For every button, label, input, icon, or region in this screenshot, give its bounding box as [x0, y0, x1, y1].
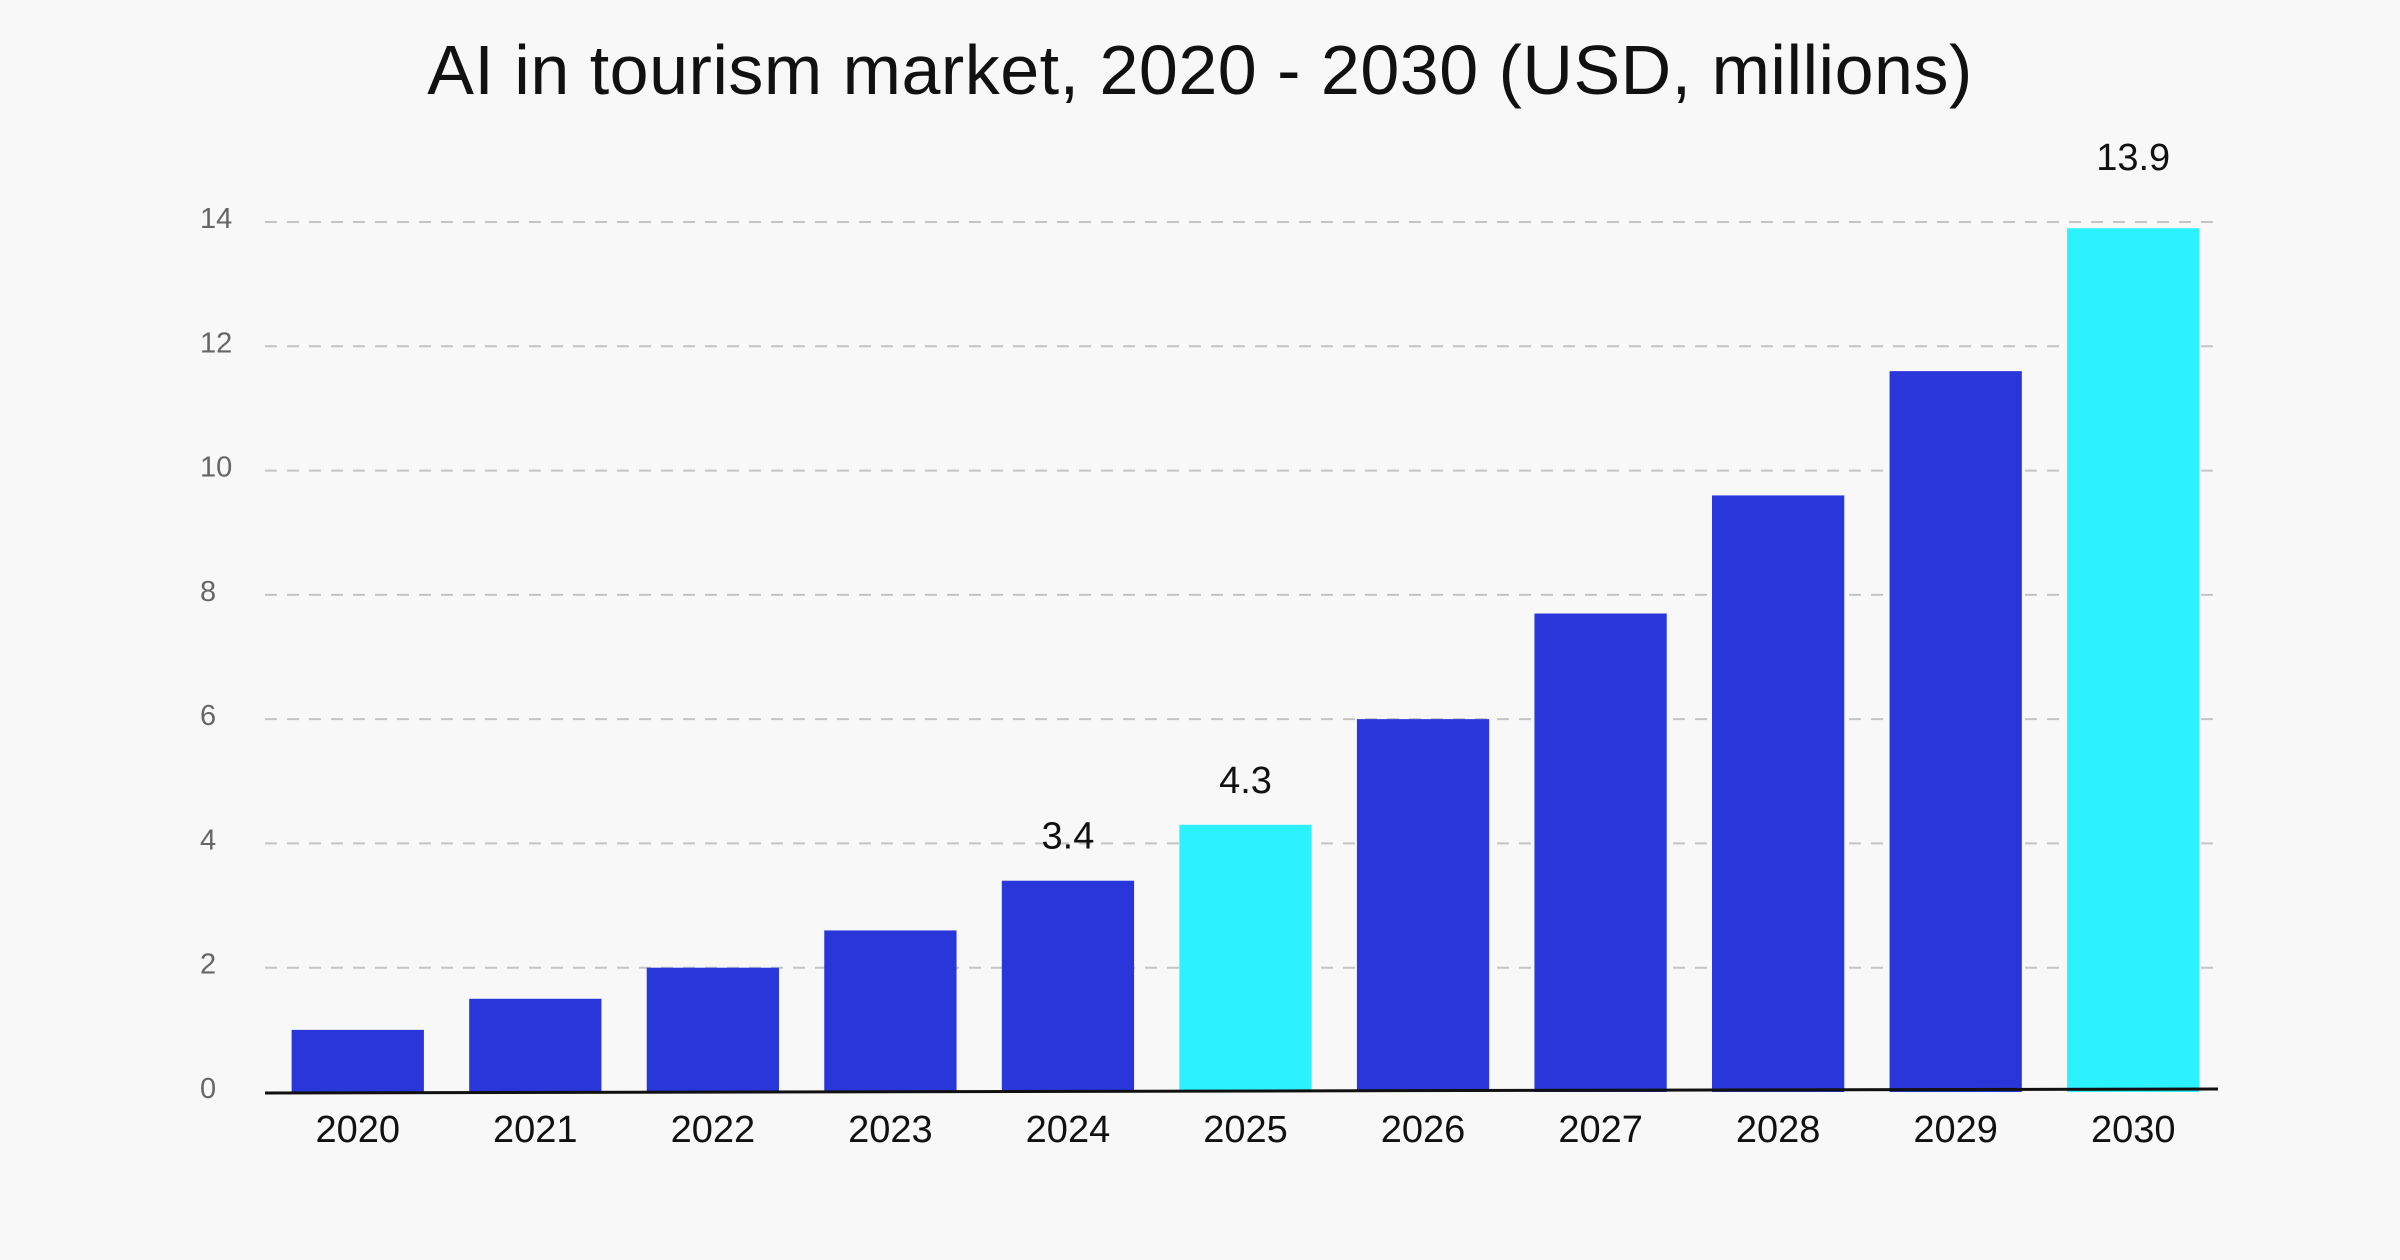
- x-tick-label-2021: 2021: [493, 1109, 578, 1151]
- x-tick-label-2025: 2025: [1203, 1109, 1288, 1151]
- y-tick-label: 10: [200, 452, 232, 484]
- chart-title: AI in tourism market, 2020 - 2030 (USD, …: [427, 31, 1973, 109]
- x-axis-tick-labels: 2020 2021 2022 2023 2024 2025 2026 2027 2028 2029…: [315, 1109, 2175, 1151]
- y-tick-label: 0: [200, 1073, 216, 1105]
- x-tick-label-2022: 2022: [671, 1109, 756, 1151]
- bar-2024: [1001, 880, 1135, 1092]
- x-tick-label-2029: 2029: [1913, 1109, 1998, 1151]
- y-tick-label: 8: [200, 576, 216, 608]
- bar-2023: [824, 930, 957, 1092]
- x-tick-label-2026: 2026: [1381, 1109, 1466, 1151]
- bar-2029: [1889, 371, 2022, 1093]
- x-tick-label-2027: 2027: [1558, 1109, 1643, 1151]
- y-tick-label: 2: [200, 949, 216, 981]
- x-tick-label-2020: 2020: [315, 1109, 400, 1151]
- x-tick-label-2023: 2023: [848, 1109, 933, 1151]
- x-tick-label-2024: 2024: [1026, 1109, 1111, 1151]
- y-tick-label: 4: [200, 824, 216, 856]
- bar-2028: [1712, 495, 1845, 1092]
- x-axis: [264, 1087, 2219, 1095]
- bar-2022: [646, 967, 779, 1092]
- x-tick-label-2028: 2028: [1736, 1109, 1821, 1151]
- bar-2027: [1534, 613, 1667, 1092]
- data-labels: 3.4 4.3 13.9: [1042, 137, 2171, 858]
- y-tick-label: 12: [200, 327, 232, 359]
- bar-2020: [291, 1029, 424, 1092]
- data-label-2030: 13.9: [2096, 137, 2170, 179]
- y-tick-label: 14: [200, 203, 232, 235]
- bar-2025: [1179, 824, 1312, 1092]
- y-axis-tick-labels: 0 2 4 6 8 10 12 14: [200, 203, 232, 1105]
- bars: [291, 228, 2200, 1093]
- bar-2026: [1356, 719, 1490, 1092]
- y-tick-label: 6: [200, 700, 216, 732]
- bar-2021: [469, 998, 602, 1092]
- bar-2030: [2067, 228, 2200, 1092]
- x-axis-line: [264, 1087, 2219, 1095]
- data-label-2024: 3.4: [1042, 816, 1095, 858]
- data-label-2025: 4.3: [1219, 760, 1272, 802]
- x-tick-label-2030: 2030: [2091, 1109, 2176, 1151]
